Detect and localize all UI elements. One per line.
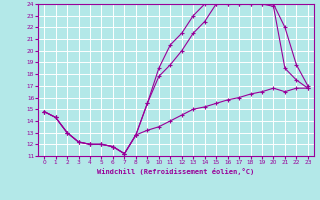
X-axis label: Windchill (Refroidissement éolien,°C): Windchill (Refroidissement éolien,°C) (97, 168, 255, 175)
